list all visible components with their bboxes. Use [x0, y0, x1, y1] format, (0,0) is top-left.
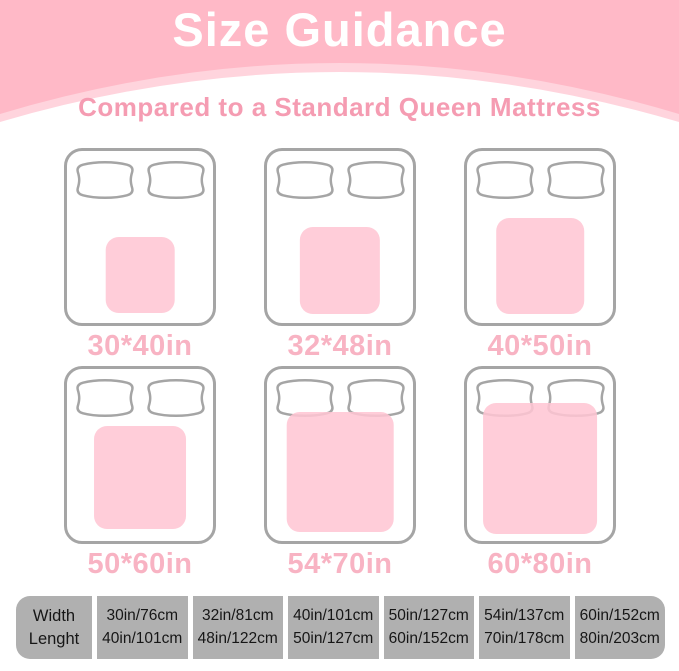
size-label: 54*70in	[287, 548, 393, 580]
table-width-value: 60in/152cm	[579, 607, 660, 624]
size-label: 40*50in	[487, 330, 593, 362]
size-card: 32*48in	[264, 148, 416, 363]
pillow-icon	[346, 378, 405, 418]
size-card: 54*70in	[264, 366, 416, 581]
pillows-row	[267, 159, 413, 201]
table-row-header-length: Lenght	[28, 630, 80, 648]
size-card: 50*60in	[64, 366, 216, 581]
mattress-diagram	[264, 148, 416, 326]
header: Size Guidance Compared to a Standard Que…	[0, 0, 679, 136]
size-card: 40*50in	[464, 148, 616, 363]
mattress-diagram	[464, 366, 616, 544]
table-size-cell: 50in/127cm 60in/152cm	[383, 596, 474, 659]
size-label: 50*60in	[87, 548, 193, 580]
size-label: 32*48in	[287, 330, 393, 362]
pillows-row	[267, 377, 413, 419]
table-length-value: 60in/152cm	[388, 630, 469, 647]
size-label: 30*40in	[87, 330, 193, 362]
mattress-diagram	[64, 366, 216, 544]
table-size-cell: 30in/76cm 40in/101cm	[97, 596, 188, 659]
blanket-size-swatch	[286, 412, 394, 533]
table-width-value: 32in/81cm	[201, 607, 274, 624]
mattress-diagram	[464, 148, 616, 326]
blanket-size-swatch	[94, 425, 186, 529]
size-card: 30*40in	[64, 148, 216, 363]
pillow-icon	[146, 378, 205, 418]
table-width-value: 40in/101cm	[293, 607, 374, 624]
table-length-value: 80in/203cm	[579, 630, 660, 647]
table-row-headers-cell: Width Lenght	[16, 596, 92, 659]
pillow-icon	[275, 160, 334, 200]
pillow-icon	[75, 378, 134, 418]
table-width-value: 54in/137cm	[484, 607, 565, 624]
table-length-value: 70in/178cm	[484, 630, 565, 647]
pillows-row	[467, 159, 613, 201]
blanket-size-swatch	[483, 403, 597, 535]
table-size-cell: 32in/81cm 48in/122cm	[192, 596, 283, 659]
size-grid: 30*40in 32*48in	[0, 136, 679, 581]
table-width-value: 30in/76cm	[106, 607, 178, 624]
page-title: Size Guidance	[172, 3, 507, 56]
pillow-icon	[546, 160, 605, 200]
table-length-value: 50in/127cm	[293, 630, 374, 647]
table-row-header-width: Width	[32, 607, 76, 625]
pillow-icon	[475, 160, 534, 200]
header-curve-background	[0, 0, 679, 122]
table-length-value: 40in/101cm	[102, 630, 183, 647]
pillows-row	[67, 159, 213, 201]
size-card: 60*80in	[464, 366, 616, 581]
pillows-row	[67, 377, 213, 419]
size-label: 60*80in	[487, 548, 593, 580]
pillow-icon	[346, 160, 405, 200]
table-width-value: 50in/127cm	[388, 607, 469, 624]
table-size-cell: 60in/152cm 80in/203cm	[574, 596, 665, 659]
blanket-size-swatch	[299, 226, 381, 315]
mattress-diagram	[264, 366, 416, 544]
table-size-cell: 40in/101cm 50in/127cm	[288, 596, 379, 659]
size-table: Width Lenght 30in/76cm 40in/101cm 32in/8…	[16, 596, 665, 659]
table-size-cell: 54in/137cm 70in/178cm	[479, 596, 570, 659]
page-subtitle: Compared to a Standard Queen Mattress	[78, 92, 601, 122]
table-length-value: 48in/122cm	[197, 630, 278, 647]
blanket-size-swatch	[496, 218, 584, 315]
blanket-size-swatch	[105, 237, 175, 313]
pillow-icon	[75, 160, 134, 200]
mattress-diagram	[64, 148, 216, 326]
pillow-icon	[146, 160, 205, 200]
